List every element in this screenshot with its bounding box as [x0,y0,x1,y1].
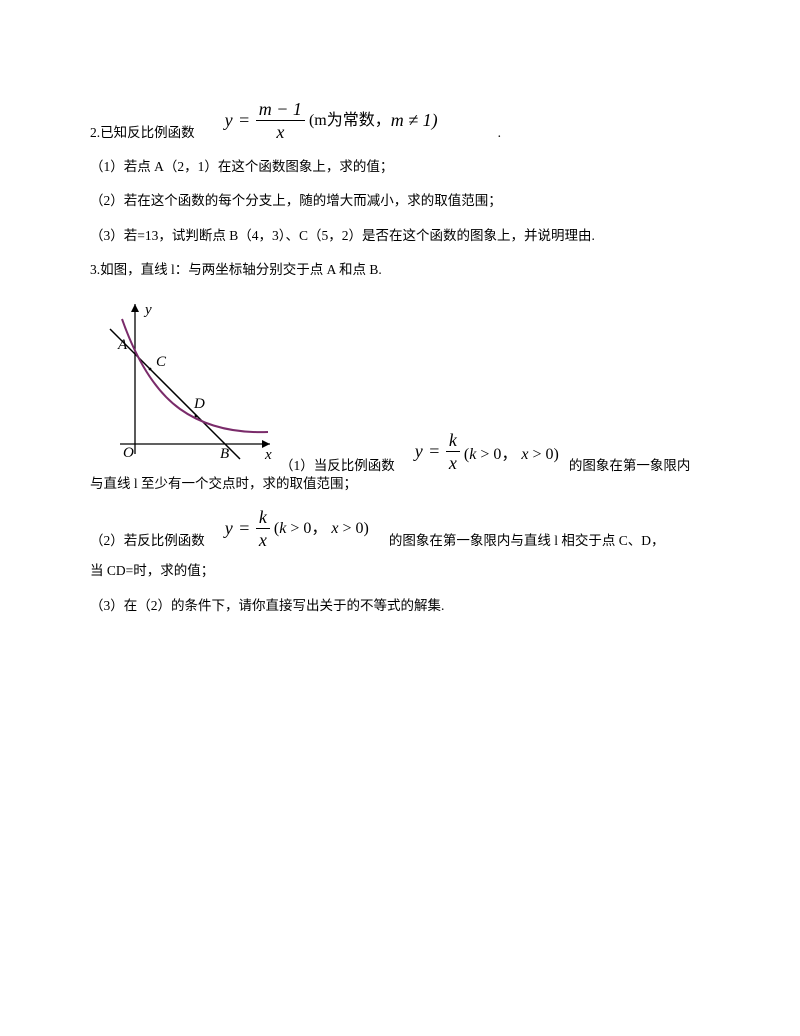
q3-part2c: 当 CD=时，求的值； [90,561,710,581]
q3-part3-text: （3）在（2）的条件下，请你直接写出关于的不等式的解集. [90,596,444,616]
eq-sign: = [425,441,444,462]
fraction-den: x [256,121,305,141]
q3-lead: 3.如图，直线 l：与两坐标轴分别交于点 A 和点 B. [90,260,710,280]
q3-part3: （3）在（2）的条件下，请你直接写出关于的不等式的解集. [90,596,710,616]
q2-formula: y = m − 1 x (m为常数， m ≠ 1) [225,100,438,143]
label-y: y [143,302,152,318]
label-D: D [193,396,205,412]
formula-tail-cn: (m为常数， [309,109,391,133]
var-y: y [415,441,423,462]
formula1-cond: (k > 0， x > 0) [464,440,559,464]
q3-part2-line1: （2）若反比例函数 y = k x (k > 0， x > 0) 的图象在第一象… [90,508,710,551]
var-y: y [225,107,233,134]
q3-part1c-text: 与直线 l 至少有一个交点时，求的取值范围； [90,474,357,494]
fraction-num: k [256,508,270,529]
label-C: C [156,354,167,370]
q3-part1c: 与直线 l 至少有一个交点时，求的取值范围； [90,474,710,494]
var-y: y [225,515,233,542]
formula2-cond: (k > 0， x > 0) [274,517,369,541]
label-x: x [264,447,272,463]
fraction-m1x: m − 1 x [256,100,305,141]
q2-p1: （1）若点 A（2，1）在这个函数图象上，求的值； [90,157,710,177]
coordinate-graph: y x O A B C D [90,294,280,474]
q3-part1a-text: （1）当反比例函数 [280,454,395,474]
fraction-kx-2: k x [256,508,270,549]
q2-p2: （2）若在这个函数的每个分支上，随的增大而减小，求的取值范围； [90,191,710,211]
q3-graph-and-part1a: y x O A B C D （1）当反比例函数 y = k x [90,294,710,474]
q3-part2b-text: 的图象在第一象限内与直线 l 相交于点 C、D， [389,531,665,551]
label-A: A [117,337,128,353]
q3-part2c-text: 当 CD=时，求的值； [90,561,214,581]
q3-part2a-text: （2）若反比例函数 [90,531,205,551]
q2-p2-text: （2）若在这个函数的每个分支上，随的增大而减小，求的取值范围； [90,191,502,211]
label-B: B [220,446,229,462]
q3-formula1: y = k x (k > 0， x > 0) [415,431,559,474]
q3-formula2: y = k x (k > 0， x > 0) [225,508,369,551]
fraction-kx-1: k x [446,431,460,472]
q2-p1-text: （1）若点 A（2，1）在这个函数图象上，求的值； [90,157,393,177]
q3-part1b-text: 的图象在第一象限内 [569,454,691,474]
page-container: 2.已知反比例函数 y = m − 1 x (m为常数， m ≠ 1) . （1… [0,0,800,690]
fraction-den: x [256,529,270,549]
eq-sign: = [235,515,254,542]
q2-p3-text: （3）若=13，试判断点 B（4，3）、C（5，2）是否在这个函数的图象上，并说… [90,226,595,246]
fraction-num: k [446,431,460,452]
fraction-den: x [446,452,460,472]
q3-lead-text: 3.如图，直线 l：与两坐标轴分别交于点 A 和点 B. [90,260,382,280]
q2-p3: （3）若=13，试判断点 B（4，3）、C（5，2）是否在这个函数的图象上，并说… [90,226,710,246]
q2-lead-text: 2.已知反比例函数 [90,123,195,143]
formula-tail-neq: m ≠ 1) [391,107,438,134]
label-O: O [123,445,134,461]
fraction-num: m − 1 [256,100,305,121]
q2-period: . [498,123,501,143]
eq-sign: = [235,107,254,134]
q2-lead-line: 2.已知反比例函数 y = m − 1 x (m为常数， m ≠ 1) . [90,100,710,143]
